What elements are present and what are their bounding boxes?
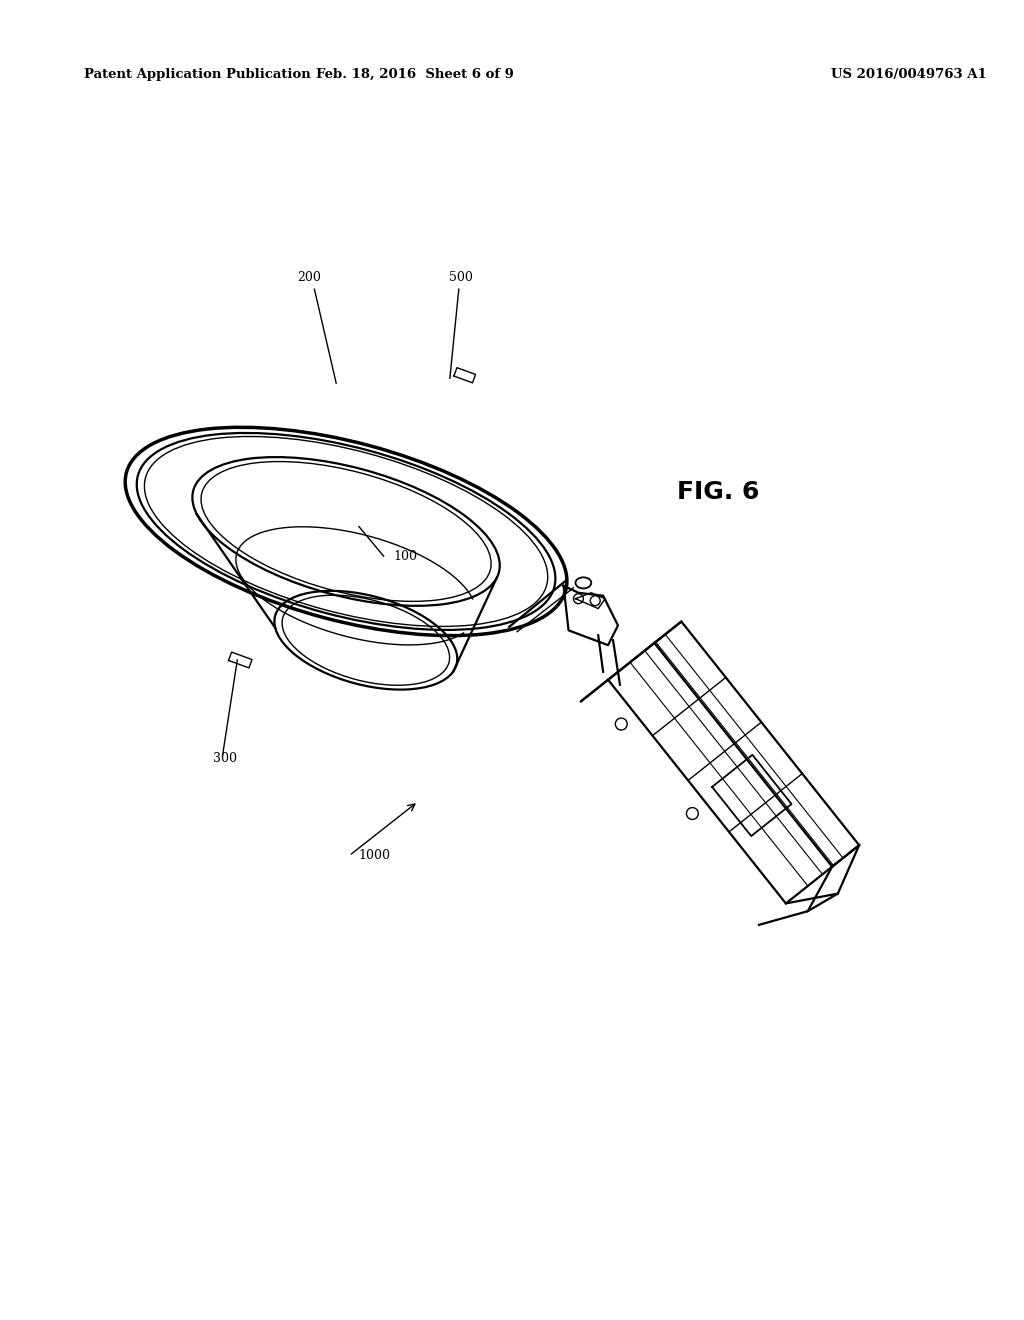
Text: US 2016/0049763 A1: US 2016/0049763 A1 bbox=[830, 69, 986, 81]
Text: 500: 500 bbox=[449, 272, 473, 284]
Text: 1000: 1000 bbox=[359, 849, 391, 862]
Text: 200: 200 bbox=[298, 272, 322, 284]
Text: 100: 100 bbox=[393, 549, 418, 562]
Text: FIG. 6: FIG. 6 bbox=[677, 480, 760, 504]
Text: Feb. 18, 2016  Sheet 6 of 9: Feb. 18, 2016 Sheet 6 of 9 bbox=[316, 69, 514, 81]
Text: Patent Application Publication: Patent Application Publication bbox=[84, 69, 311, 81]
Text: 300: 300 bbox=[213, 752, 237, 766]
